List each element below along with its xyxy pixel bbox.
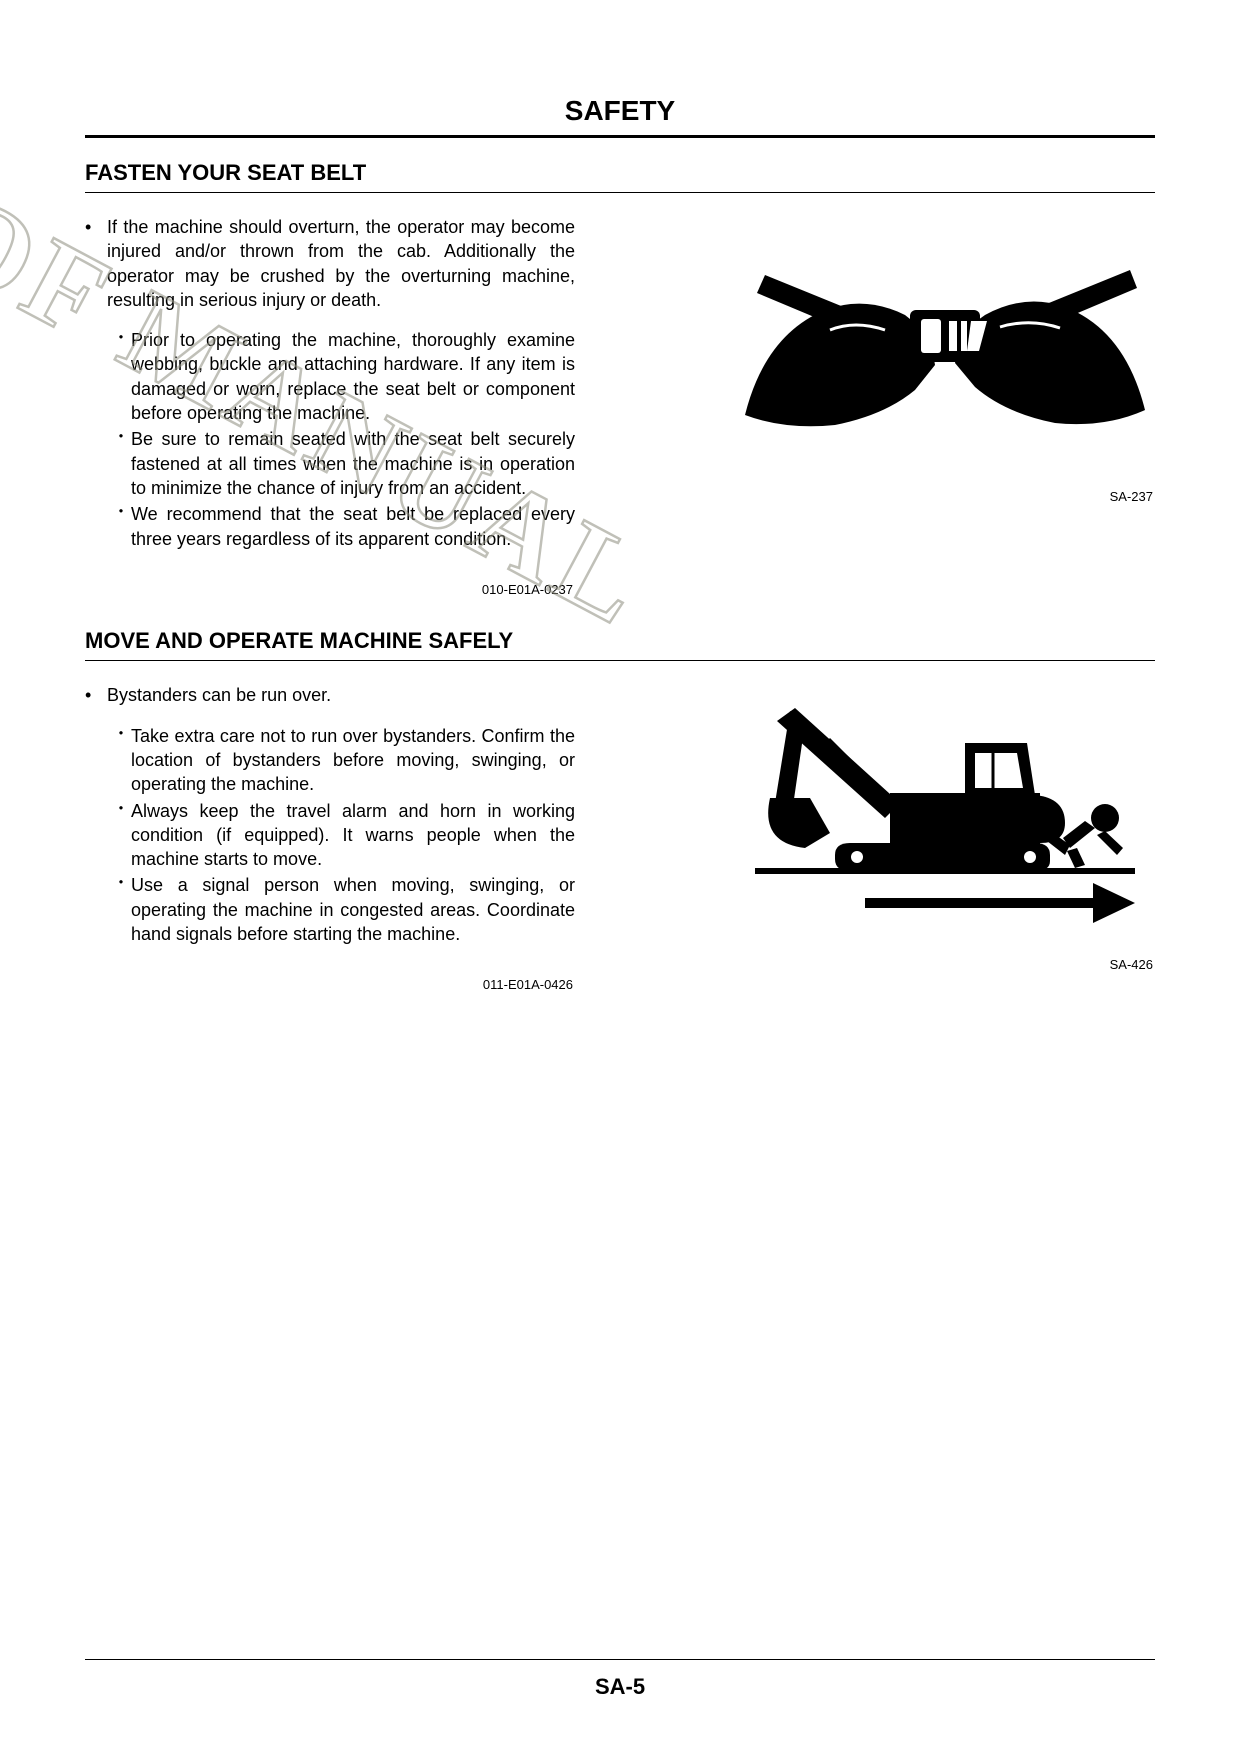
image-label: SA-426 — [605, 957, 1155, 972]
sub-item: ・ Prior to operating the machine, thorou… — [113, 328, 575, 425]
bullet-dot: • — [85, 215, 107, 312]
sub-list: ・ Take extra care not to run over bystan… — [113, 724, 575, 947]
code-reference: 010-E01A-0237 — [85, 581, 575, 599]
sub-text: Always keep the travel alarm and horn in… — [131, 799, 575, 872]
text-column: • If the machine should overturn, the op… — [85, 215, 575, 598]
section-seatbelt: FASTEN YOUR SEAT BELT • If the machine s… — [85, 160, 1155, 598]
page-title: SAFETY — [85, 95, 1155, 138]
sub-dot: ・ — [113, 427, 131, 500]
section-operate: MOVE AND OPERATE MACHINE SAFELY • Bystan… — [85, 628, 1155, 994]
sub-dot: ・ — [113, 502, 131, 551]
image-column: SA-237 — [605, 215, 1155, 598]
intro-text: Bystanders can be run over. — [107, 683, 575, 707]
text-column: • Bystanders can be run over. ・ Take ext… — [85, 683, 575, 994]
page-container: OF MANUAL SAFETY FASTEN YOUR SEAT BELT •… — [0, 0, 1240, 1755]
code-reference: 011-E01A-0426 — [85, 976, 575, 994]
sub-text: Take extra care not to run over bystande… — [131, 724, 575, 797]
page-number: SA-5 — [0, 1674, 1240, 1700]
sub-dot: ・ — [113, 328, 131, 425]
image-label: SA-237 — [605, 489, 1155, 504]
sub-text: Use a signal person when moving, swingin… — [131, 873, 575, 946]
section-body: • If the machine should overturn, the op… — [85, 215, 1155, 598]
bullet-dot: • — [85, 683, 107, 707]
sub-item: ・ Always keep the travel alarm and horn … — [113, 799, 575, 872]
sub-text: Prior to operating the machine, thorough… — [131, 328, 575, 425]
section-heading: MOVE AND OPERATE MACHINE SAFELY — [85, 628, 1155, 661]
sub-text: Be sure to remain seated with the seat b… — [131, 427, 575, 500]
sub-dot: ・ — [113, 799, 131, 872]
sub-dot: ・ — [113, 873, 131, 946]
section-body: • Bystanders can be run over. ・ Take ext… — [85, 683, 1155, 994]
footer-divider — [85, 1659, 1155, 1660]
image-column: SA-426 — [605, 683, 1155, 994]
sub-item: ・ Use a signal person when moving, swing… — [113, 873, 575, 946]
sub-item: ・ We recommend that the seat belt be rep… — [113, 502, 575, 551]
section-heading: FASTEN YOUR SEAT BELT — [85, 160, 1155, 193]
intro-text: If the machine should overturn, the oper… — [107, 215, 575, 312]
excavator-illustration — [735, 683, 1155, 943]
sub-item: ・ Take extra care not to run over bystan… — [113, 724, 575, 797]
intro-bullet: • If the machine should overturn, the op… — [85, 215, 575, 312]
intro-bullet: • Bystanders can be run over. — [85, 683, 575, 707]
sub-list: ・ Prior to operating the machine, thorou… — [113, 328, 575, 551]
sub-item: ・ Be sure to remain seated with the seat… — [113, 427, 575, 500]
sub-text: We recommend that the seat belt be repla… — [131, 502, 575, 551]
sub-dot: ・ — [113, 724, 131, 797]
seatbelt-illustration — [735, 215, 1155, 475]
